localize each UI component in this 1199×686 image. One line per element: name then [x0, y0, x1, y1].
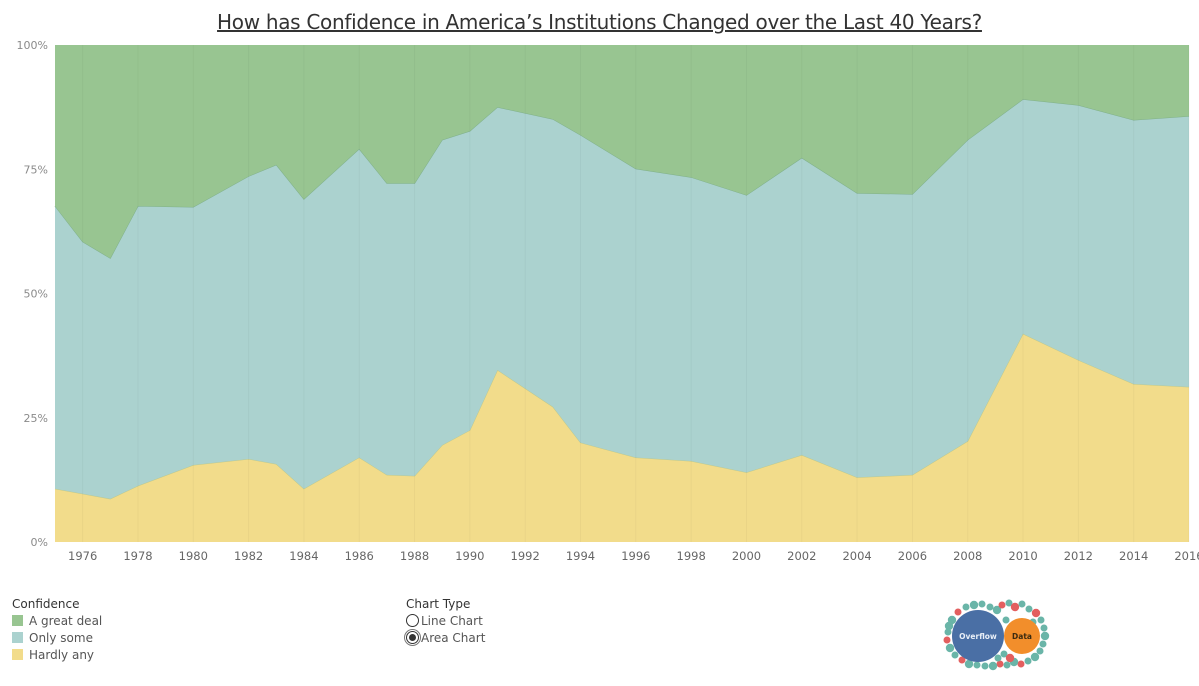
x-tick-label: 1984	[289, 549, 318, 563]
legend-swatch-hardly-any	[12, 649, 23, 660]
logo-bubble	[1010, 602, 1020, 612]
logo-data-text: Data	[1012, 632, 1032, 641]
x-tick-label: 2008	[953, 549, 982, 563]
x-tick-label: 2002	[787, 549, 816, 563]
logo-bubble	[1039, 640, 1047, 648]
confidence-legend: Confidence A great deal Only some Hardly…	[12, 597, 102, 663]
radio-label: Area Chart	[421, 630, 486, 645]
logo-bubble	[1002, 616, 1010, 624]
y-axis: 0% 25% 50% 75% 100%	[17, 39, 48, 549]
logo-bubble	[1003, 661, 1011, 669]
x-tick-label: 1980	[179, 549, 208, 563]
y-tick-label: 25%	[24, 412, 48, 425]
radio-label: Line Chart	[421, 613, 483, 628]
x-axis: 1976 1978 1980 1982 1984 1986 1988 1990 1992 1994…	[68, 549, 1199, 563]
logo-data-circle	[1004, 618, 1040, 654]
radio-area-chart[interactable]: Area Chart	[406, 629, 485, 646]
area-hardly-any[interactable]	[55, 333, 1189, 542]
legend-swatch-great-deal	[12, 615, 23, 626]
logo-bubble	[944, 621, 954, 631]
x-tick-label: 1994	[566, 549, 595, 563]
x-tick-label: 1978	[123, 549, 152, 563]
logo-bubble	[1018, 600, 1026, 608]
logo-bubble	[973, 661, 981, 669]
logo-bubble	[1005, 599, 1013, 607]
legend-label: Only some	[29, 630, 93, 645]
logo-bubble	[1037, 616, 1045, 624]
gridlines	[83, 45, 1189, 542]
logo-bubble	[978, 600, 986, 608]
legend-label: A great deal	[29, 613, 103, 628]
logo-bubble	[954, 608, 962, 616]
logo-bubble	[1005, 653, 1015, 663]
logo-overflow-circle	[952, 610, 1004, 662]
logo-bubble	[1031, 608, 1041, 618]
legend-title: Confidence	[12, 597, 80, 611]
logo-bubble	[1036, 647, 1044, 655]
x-tick-label: 1982	[234, 549, 263, 563]
logo-bubble	[951, 651, 959, 659]
logo-bubble	[964, 659, 974, 669]
y-tick-label: 50%	[24, 288, 48, 301]
y-tick-label: 75%	[24, 163, 48, 176]
logo-bubble	[1017, 660, 1025, 668]
logo-bubble	[943, 636, 951, 644]
chart-type-selector: Chart Type Line Chart Area Chart	[406, 597, 485, 646]
x-tick-label: 1996	[621, 549, 650, 563]
area-only-some[interactable]	[55, 99, 1189, 499]
logo-bubble	[1000, 650, 1008, 658]
logo-bubble	[962, 603, 970, 611]
legend-item-only-some[interactable]: Only some	[12, 629, 102, 646]
logo-bubble	[945, 643, 955, 653]
area-a-great-deal[interactable]	[55, 45, 1189, 259]
logo-bubble	[988, 661, 998, 671]
legend-item-great-deal[interactable]: A great deal	[12, 612, 102, 629]
x-tick-label: 1990	[455, 549, 484, 563]
chart-type-title: Chart Type	[406, 597, 471, 611]
chart-title: How has Confidence in America’s Institut…	[217, 10, 982, 34]
logo-bubble	[1025, 605, 1033, 613]
radio-checked-icon[interactable]	[406, 631, 419, 644]
logo-bubble	[958, 656, 966, 664]
x-tick-label: 1998	[677, 549, 706, 563]
plot-area	[54, 45, 1190, 542]
x-tick-label: 1992	[511, 549, 540, 563]
y-tick-label: 100%	[17, 39, 48, 52]
x-tick-label: 2006	[898, 549, 927, 563]
legend-item-hardly-any[interactable]: Hardly any	[12, 646, 102, 663]
logo-bubble	[969, 600, 979, 610]
x-tick-label: 2012	[1064, 549, 1093, 563]
logo-bubble	[981, 662, 989, 670]
logo-bubble	[1040, 624, 1048, 632]
logo-bubble	[994, 654, 1002, 662]
x-tick-label: 2004	[842, 549, 871, 563]
logo-bubble	[944, 628, 952, 636]
radio-unchecked-icon[interactable]	[406, 614, 419, 627]
logo-bubble	[998, 601, 1006, 609]
x-tick-label: 1986	[345, 549, 374, 563]
x-tick-label: 2010	[1008, 549, 1037, 563]
overflow-data-logo[interactable]: Overflow Data	[940, 598, 1050, 674]
logo-bubble	[992, 605, 1002, 615]
logo-overflow-text: Overflow	[959, 632, 997, 641]
legend-label: Hardly any	[29, 647, 95, 662]
logo-bubble	[996, 660, 1004, 668]
x-tick-label: 1976	[68, 549, 97, 563]
x-tick-label: 1988	[400, 549, 429, 563]
area-chart: 0% 25% 50% 75% 100% 1976 1978 1980 1982 1984 1986…	[17, 39, 1199, 563]
logo-bubbles	[943, 599, 1050, 671]
logo-bubble	[1024, 657, 1032, 665]
radio-line-chart[interactable]: Line Chart	[406, 612, 485, 629]
logo-bubble	[986, 603, 994, 611]
logo-bubble	[1030, 652, 1040, 662]
y-tick-label: 0%	[31, 536, 48, 549]
legend-swatch-only-some	[12, 632, 23, 643]
x-tick-label: 2016	[1174, 549, 1199, 563]
x-tick-label: 2014	[1119, 549, 1148, 563]
x-tick-label: 2000	[732, 549, 761, 563]
logo-bubble	[1040, 631, 1050, 641]
